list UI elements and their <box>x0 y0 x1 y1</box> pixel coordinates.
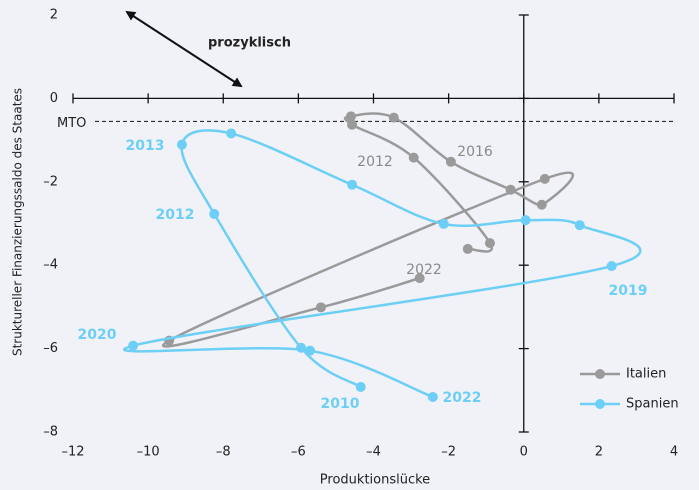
y-tick-label: –4 <box>43 258 58 273</box>
x-axis-label: Produktionslücke <box>320 473 430 488</box>
legend-label: Italien <box>626 367 666 382</box>
point <box>176 139 187 150</box>
point <box>226 128 237 139</box>
x-tick-label: –6 <box>291 445 306 460</box>
x-tick-label: –10 <box>137 445 160 460</box>
year-label: 2019 <box>609 283 648 299</box>
point <box>347 179 358 190</box>
point <box>438 218 449 229</box>
point <box>128 340 139 351</box>
point <box>520 215 531 226</box>
legend-dot <box>595 369 605 379</box>
y-axis-label: Struktureller Finanzierungssaldo des Sta… <box>11 88 25 356</box>
point <box>414 273 425 284</box>
y-tick-label: –6 <box>43 341 58 356</box>
point <box>408 152 419 163</box>
point <box>209 208 220 219</box>
year-label: 2022 <box>443 390 482 406</box>
x-tick-label: –12 <box>61 445 84 460</box>
year-label: 2013 <box>126 138 165 154</box>
mto-label: MTO <box>57 116 86 131</box>
year-label: 2022 <box>406 262 442 278</box>
x-tick-label: 0 <box>520 445 528 460</box>
point <box>305 345 316 356</box>
x-tick-label: 4 <box>670 445 678 460</box>
point <box>445 156 456 167</box>
y-tick-label: –2 <box>43 174 58 189</box>
point <box>427 391 438 402</box>
x-tick-label: –8 <box>216 445 231 460</box>
legend-label: Spanien <box>626 397 679 412</box>
point <box>296 342 307 353</box>
point <box>315 302 326 313</box>
point <box>388 112 399 123</box>
x-tick-label: –4 <box>366 445 381 460</box>
x-tick-label: –2 <box>441 445 456 460</box>
point <box>347 119 358 130</box>
y-tick-label: 2 <box>50 8 58 23</box>
point <box>536 199 547 210</box>
point <box>505 184 516 195</box>
arrow <box>125 10 243 88</box>
point <box>345 111 356 122</box>
arrow-label: prozyklisch <box>208 36 291 51</box>
x-tick-label: 2 <box>595 445 603 460</box>
point <box>355 381 366 392</box>
legend-dot <box>595 399 605 409</box>
point <box>574 220 585 231</box>
series-line <box>122 129 642 399</box>
y-tick-label: 0 <box>50 91 58 106</box>
year-label: 2016 <box>457 144 493 160</box>
point <box>606 261 617 272</box>
point <box>462 243 473 254</box>
y-tick-label: –8 <box>43 425 58 440</box>
point <box>539 173 550 184</box>
year-label: 2020 <box>78 327 117 343</box>
year-label: 2012 <box>156 207 195 223</box>
point <box>484 238 495 249</box>
year-label: 2012 <box>357 154 393 170</box>
year-label: 2010 <box>321 396 360 412</box>
